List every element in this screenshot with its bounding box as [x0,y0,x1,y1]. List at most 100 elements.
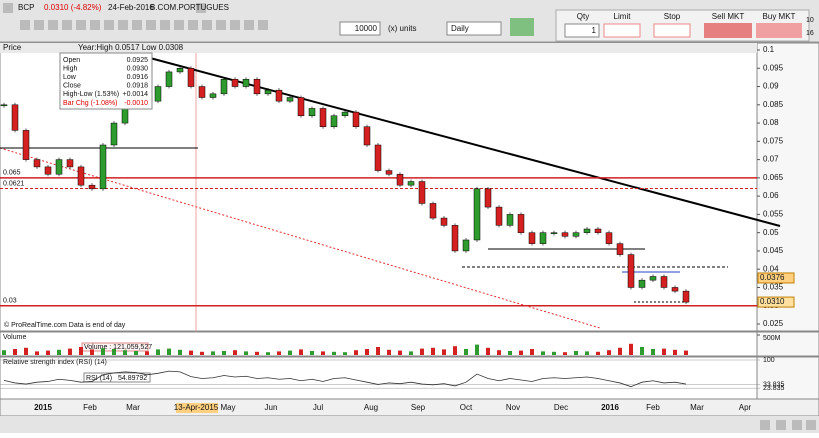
candle [308,108,316,117]
x-tick-label: Aug [364,403,378,412]
y-tick-label: 0.065 [763,173,784,182]
price-level-label: 0.0621 [3,180,25,187]
volume-bar [618,347,622,355]
stop-input[interactable] [653,23,691,38]
volume-bar [123,350,127,355]
candle [572,232,580,237]
candle [209,93,217,98]
y-tick-label: 23.835 [763,385,785,392]
candle [88,184,96,190]
candle [396,173,404,186]
price-marker [757,272,795,284]
x-tick-label: Jul [313,403,323,412]
x-tick-label: Mar [690,403,704,412]
sell-button[interactable] [704,23,752,38]
volume-bar [211,351,215,355]
buy-label: Buy MKT [763,12,796,21]
info-key: Close [63,83,81,90]
volume-bar [101,348,105,355]
side-top: 10 [806,17,814,24]
y-tick-label: 500M [763,335,781,342]
volume-bar [530,349,534,355]
volume-bar [453,346,457,355]
info-value: 0.0918 [127,83,149,90]
price-label: Price [3,43,22,52]
y-tick-label: 0.04 [763,264,779,273]
volume-bar [497,350,501,355]
candle [110,122,118,146]
candle [242,78,250,87]
volume-bar [46,350,50,355]
volume-bar [563,352,567,355]
quantity-input[interactable] [339,21,381,36]
volume-bar [552,351,556,355]
candle [550,232,558,234]
candle [671,287,679,292]
info-value: 0.0930 [127,65,149,72]
candle [220,78,228,95]
candle [495,206,503,226]
volume-bar [398,350,402,355]
volume-header: Volume : 121,059,527 [84,344,152,351]
qty-input[interactable] [564,23,600,38]
volume-bar [178,349,182,355]
volume-bar [684,350,688,355]
x-tick-label: Oct [460,403,473,412]
volume-bar [442,349,446,355]
volume-bar [233,350,237,355]
candle [506,214,514,226]
volume-bar [486,347,490,355]
period-select[interactable] [446,21,502,36]
price-marker-label: 0.0376 [760,273,785,282]
limit-label: Limit [614,12,632,21]
candle [66,159,74,168]
info-key: Open [63,57,80,64]
limit-input[interactable] [603,23,641,38]
volume-bar [35,351,39,355]
y-tick-label: 0.06 [763,191,779,200]
volume-bar [79,347,83,355]
candle [99,144,107,190]
info-value: 0.0916 [127,74,149,81]
candle [22,130,30,160]
x-tick-label: Sep [411,403,426,412]
candle [429,203,437,219]
status-bar [0,416,819,433]
candle [517,214,525,233]
x-tick-label: 2015 [34,403,52,412]
candle [352,111,360,127]
volume-bar [112,349,116,355]
volume-bar [156,349,160,355]
candle [154,86,162,102]
rsi-axis [756,356,819,400]
candle [44,166,52,175]
y-tick-label: 0.035 [763,283,784,292]
qty-value: 1 [592,26,597,35]
volume-bar [200,351,204,355]
y-tick-label: 0.095 [763,63,784,72]
candle [440,217,448,226]
volume-bar [13,349,17,355]
info-key: High [63,65,78,72]
candle [528,232,536,244]
volume-bar [57,349,61,355]
buy-button[interactable] [756,23,802,38]
candle [275,89,283,102]
candle [264,89,272,95]
candle [11,104,19,131]
candle [605,232,613,244]
candle [374,144,382,171]
volume-bar [354,350,358,355]
volume-bar [508,351,512,355]
volume-bar [222,351,226,355]
x-tick-label: Apr [739,403,752,412]
volume-bar [299,349,303,355]
volume-bar [343,352,347,355]
volume-bar [420,348,424,355]
last-price: 0.0310 (-4.82%) [44,3,102,12]
toolbar-icons [3,3,534,36]
volume-bar [475,344,479,355]
x-tick-label: Feb [646,403,660,412]
x-tick-label: 13-Apr-2015 [174,403,219,412]
